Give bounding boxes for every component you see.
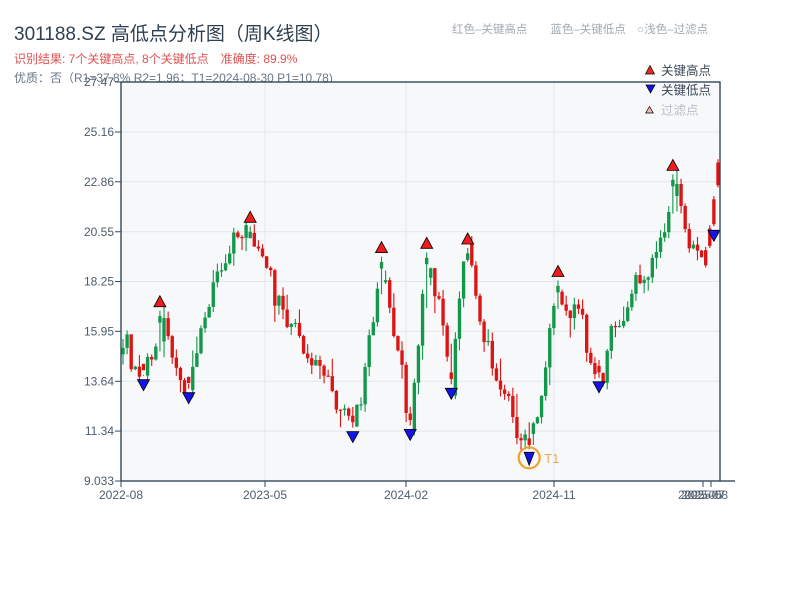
svg-text:18.25: 18.25 [84,275,114,289]
svg-text:27.47: 27.47 [84,75,114,89]
svg-text:9.033: 9.033 [84,474,114,488]
svg-text:2022-08: 2022-08 [99,488,143,502]
svg-text:20.55: 20.55 [84,225,114,239]
svg-text:关键高点: 关键高点 [661,63,711,78]
svg-text:2025-08: 2025-08 [684,488,728,502]
svg-text:11.34: 11.34 [85,424,114,438]
svg-text:25.16: 25.16 [84,125,114,139]
svg-text:2024-02: 2024-02 [384,488,428,502]
svg-text:13.64: 13.64 [84,374,114,388]
svg-text:关键低点: 关键低点 [661,84,711,98]
svg-text:T1: T1 [544,451,559,466]
svg-text:15.95: 15.95 [84,324,114,338]
svg-text:2023-05: 2023-05 [243,488,287,502]
svg-text:22.86: 22.86 [84,175,114,189]
svg-text:2024-11: 2024-11 [532,488,575,502]
svg-text:过滤点: 过滤点 [661,104,699,118]
